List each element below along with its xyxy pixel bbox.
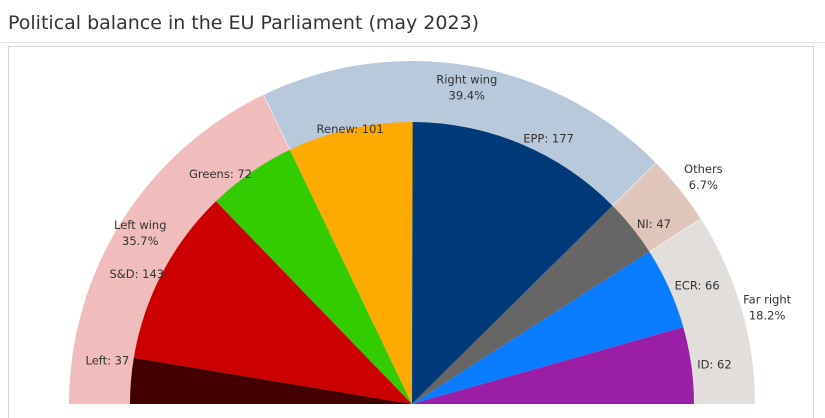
slice-epp — [412, 122, 613, 404]
bloc-label-left-wing: Left wing 35.7% — [114, 218, 166, 248]
label-layer: Left: 37 S&D: 143 Greens: 72 Renew: 101 EPP:… — [86, 73, 792, 372]
label-renew: Renew: 101 — [317, 122, 384, 136]
slice-renew — [289, 122, 413, 404]
bloc-label-far-right: Far right 18.2% — [743, 292, 792, 322]
label-greens: Greens: 72 — [189, 167, 252, 181]
label-ni: NI: 47 — [637, 217, 671, 231]
label-id: ID: 62 — [697, 357, 731, 371]
label-ecr: ECR: 66 — [675, 279, 720, 293]
slice-ni — [412, 205, 650, 404]
slice-id — [412, 327, 694, 404]
group-slice-layer — [130, 122, 694, 404]
label-s-and-d: S&D: 143 — [109, 267, 164, 281]
chart-title: Political balance in the EU Parliament (… — [8, 12, 480, 34]
label-epp: EPP: 177 — [523, 131, 574, 145]
chart-panel — [8, 46, 814, 418]
title-divider — [0, 42, 825, 43]
slice-ecr — [412, 251, 684, 404]
bloc-label-right-wing: Right wing 39.4% — [436, 73, 497, 103]
slice-greens — [215, 149, 412, 404]
slice-left — [130, 357, 412, 404]
slice-s-and-d — [133, 201, 412, 404]
bloc-label-others: Others 6.7% — [684, 162, 723, 192]
label-left: Left: 37 — [86, 354, 130, 368]
